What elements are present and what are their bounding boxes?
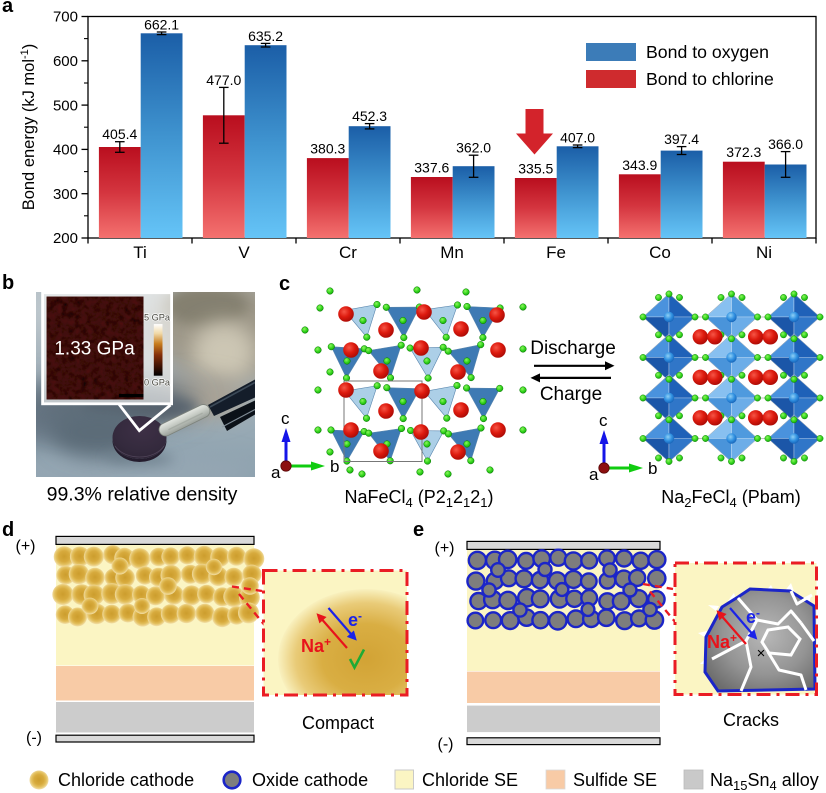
svg-text:Co: Co xyxy=(649,243,671,262)
svg-text:b: b xyxy=(648,459,657,478)
svg-text:Sulfide SE: Sulfide SE xyxy=(573,770,657,790)
svg-text:Na+: Na+ xyxy=(301,635,331,656)
svg-text:Discharge: Discharge xyxy=(530,338,616,359)
svg-text:Chloride cathode: Chloride cathode xyxy=(58,770,194,790)
svg-text:b: b xyxy=(2,272,14,294)
svg-text:500: 500 xyxy=(53,97,78,114)
svg-text:343.9: 343.9 xyxy=(622,157,657,173)
svg-text:452.3: 452.3 xyxy=(352,108,387,124)
svg-text:477.0: 477.0 xyxy=(206,72,241,88)
svg-text:Fe: Fe xyxy=(546,243,566,262)
svg-text:366.0: 366.0 xyxy=(768,136,803,152)
svg-text:400: 400 xyxy=(53,142,78,159)
svg-text:335.5: 335.5 xyxy=(518,161,553,177)
svg-text:NaFeCl4​ (P21​21​21​): NaFeCl4​ (P21​21​21​) xyxy=(345,487,494,510)
svg-text:Ti: Ti xyxy=(133,243,147,262)
svg-text:a: a xyxy=(589,465,599,484)
svg-text:407.0: 407.0 xyxy=(560,130,595,146)
svg-text:V: V xyxy=(238,243,250,262)
svg-text:(+): (+) xyxy=(16,538,36,555)
svg-text:(-): (-) xyxy=(438,736,454,753)
svg-text:Chloride SE: Chloride SE xyxy=(422,770,518,790)
svg-text:Cr: Cr xyxy=(339,243,357,262)
svg-text:Na2​FeCl4​ (Pbam): Na2​FeCl4​ (Pbam) xyxy=(661,487,801,510)
svg-text:Na+: Na+ xyxy=(707,631,737,652)
svg-text:c: c xyxy=(279,273,290,295)
svg-text:337.6: 337.6 xyxy=(414,160,449,176)
svg-text:Na15Sn4 alloy: Na15Sn4 alloy xyxy=(710,770,819,793)
svg-text:Charge: Charge xyxy=(540,384,602,405)
svg-text:5 GPa: 5 GPa xyxy=(144,313,171,323)
svg-text:Bond energy (kJ mol-1): Bond energy (kJ mol-1) xyxy=(19,44,38,211)
svg-text:372.3: 372.3 xyxy=(726,144,761,160)
svg-text:600: 600 xyxy=(53,53,78,70)
svg-text:Cracks: Cracks xyxy=(723,710,779,730)
svg-text:380.3: 380.3 xyxy=(310,141,345,157)
svg-text:200: 200 xyxy=(53,230,78,247)
svg-text:d: d xyxy=(2,519,14,541)
svg-text:1.33 GPa: 1.33 GPa xyxy=(54,339,135,360)
svg-text:662.1: 662.1 xyxy=(144,17,179,33)
svg-text:Ni: Ni xyxy=(756,243,772,262)
svg-text:e: e xyxy=(413,519,424,541)
svg-text:a: a xyxy=(271,463,281,482)
svg-text:Bond to chlorine: Bond to chlorine xyxy=(646,69,774,89)
svg-text:700: 700 xyxy=(53,9,78,26)
svg-text:c: c xyxy=(281,409,290,428)
svg-text:99.3% relative density: 99.3% relative density xyxy=(47,483,238,505)
svg-text:Oxide cathode: Oxide cathode xyxy=(252,770,368,790)
svg-text:Bond to oxygen: Bond to oxygen xyxy=(646,42,769,62)
svg-text:×: × xyxy=(757,645,766,662)
svg-text:635.2: 635.2 xyxy=(248,28,283,44)
svg-text:a: a xyxy=(2,0,14,17)
svg-text:(+): (+) xyxy=(435,540,455,557)
svg-text:Compact: Compact xyxy=(302,713,374,733)
svg-text:405.4: 405.4 xyxy=(102,126,137,142)
svg-text:Mn: Mn xyxy=(440,243,464,262)
svg-text:362.0: 362.0 xyxy=(456,140,491,156)
svg-text:b: b xyxy=(330,457,339,476)
svg-text:0 GPa: 0 GPa xyxy=(144,378,171,388)
svg-text:(-): (-) xyxy=(26,730,42,747)
svg-text:300: 300 xyxy=(53,186,78,203)
svg-text:c: c xyxy=(599,411,608,430)
svg-text:397.4: 397.4 xyxy=(664,131,699,147)
